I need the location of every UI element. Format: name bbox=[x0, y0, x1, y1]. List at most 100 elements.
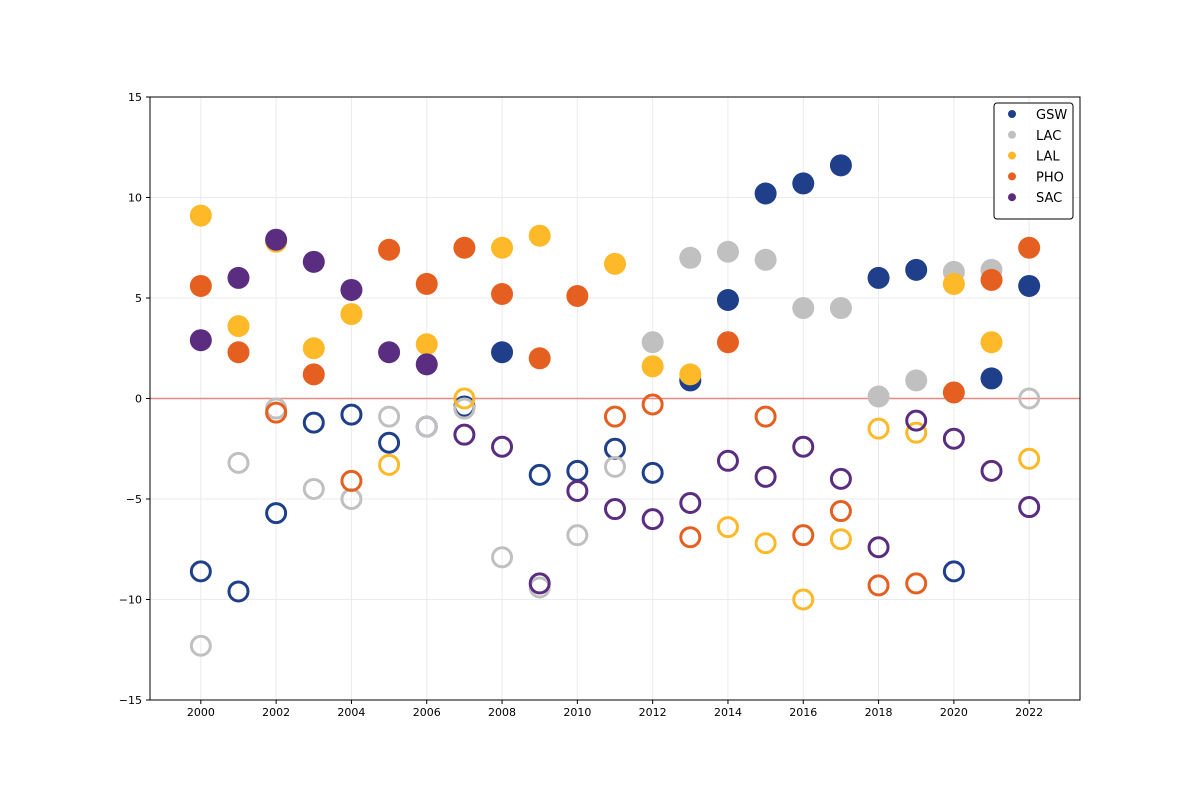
data-point-filled bbox=[453, 236, 476, 259]
y-axis: −15 −10 −5 0 5 10 15 bbox=[119, 91, 150, 707]
data-point-filled bbox=[716, 289, 739, 312]
data-point-hollow bbox=[754, 405, 777, 428]
data-point-filled bbox=[378, 238, 401, 261]
data-point-filled bbox=[302, 337, 325, 360]
data-point-filled bbox=[829, 154, 852, 177]
data-point-filled bbox=[829, 297, 852, 320]
data-point-hollow bbox=[453, 387, 476, 410]
data-point-hollow bbox=[679, 492, 702, 515]
data-point-hollow bbox=[867, 574, 890, 597]
data-point-hollow bbox=[942, 560, 965, 583]
data-point-hollow bbox=[340, 469, 363, 492]
legend-label: GSW bbox=[1036, 108, 1067, 123]
data-point-hollow bbox=[679, 526, 702, 549]
data-point-filled bbox=[189, 329, 212, 352]
data-point-filled bbox=[905, 369, 928, 392]
data-point-hollow bbox=[604, 498, 626, 521]
data-point-hollow bbox=[453, 397, 476, 420]
data-point-hollow bbox=[829, 528, 852, 551]
data-point-filled bbox=[716, 331, 739, 354]
data-point-hollow bbox=[566, 479, 589, 502]
data-point-hollow bbox=[716, 449, 739, 472]
data-point-hollow bbox=[265, 401, 288, 424]
data-point-filled bbox=[340, 278, 363, 301]
data-point-filled bbox=[679, 363, 702, 386]
legend-label: PHO bbox=[1036, 170, 1064, 185]
x-tick-label: 2014 bbox=[714, 706, 742, 719]
x-tick-label: 2020 bbox=[940, 706, 968, 719]
data-point-filled bbox=[905, 258, 928, 281]
x-tick-label: 2004 bbox=[337, 706, 365, 719]
data-point-filled bbox=[566, 284, 589, 307]
data-point-hollow bbox=[980, 459, 1003, 482]
x-tick-label: 2000 bbox=[187, 706, 215, 719]
data-point-hollow bbox=[792, 588, 815, 611]
data-point-filled bbox=[1018, 274, 1041, 297]
data-point-filled bbox=[189, 204, 212, 227]
x-tick-label: 2010 bbox=[563, 706, 591, 719]
data-point-hollow bbox=[716, 516, 739, 539]
data-point-hollow bbox=[905, 409, 928, 432]
data-point-hollow bbox=[1018, 496, 1041, 519]
data-point-filled bbox=[302, 363, 325, 386]
data-point-hollow bbox=[942, 427, 965, 450]
legend-label: LAC bbox=[1036, 129, 1061, 144]
data-point-filled bbox=[378, 341, 401, 364]
legend: GSW LAC LAL PHO SAC bbox=[993, 102, 1074, 220]
data-point-hollow bbox=[491, 546, 514, 569]
data-point-filled bbox=[942, 381, 965, 404]
data-point-filled bbox=[302, 250, 325, 273]
data-point-hollow bbox=[378, 405, 401, 428]
data-point-hollow bbox=[189, 560, 212, 583]
data-point-hollow bbox=[905, 572, 928, 595]
y-tick-label: 10 bbox=[128, 192, 142, 205]
data-point-hollow bbox=[754, 465, 777, 488]
data-point-filled bbox=[415, 353, 438, 376]
y-tick-label: −10 bbox=[119, 594, 142, 607]
data-point-filled bbox=[528, 347, 551, 370]
data-point-filled bbox=[867, 266, 890, 289]
data-point-hollow bbox=[227, 580, 250, 603]
data-point-filled bbox=[415, 333, 438, 356]
data-point-hollow bbox=[265, 502, 288, 525]
data-point-filled bbox=[227, 266, 250, 289]
data-point-filled bbox=[980, 268, 1003, 291]
data-point-hollow bbox=[829, 467, 852, 490]
data-point-filled bbox=[792, 172, 815, 195]
data-point-filled bbox=[265, 228, 288, 251]
data-point-hollow bbox=[867, 417, 890, 440]
data-point-hollow bbox=[641, 508, 664, 531]
data-point-filled bbox=[340, 303, 363, 326]
legend-label: LAL bbox=[1036, 150, 1060, 165]
data-point-filled bbox=[754, 248, 777, 271]
data-point-hollow bbox=[829, 500, 852, 523]
data-point-filled bbox=[604, 252, 626, 275]
data-point-filled bbox=[754, 182, 777, 205]
data-point-filled bbox=[415, 272, 438, 295]
data-point-hollow bbox=[302, 411, 325, 434]
legend-marker bbox=[1008, 110, 1016, 118]
data-point-hollow bbox=[415, 415, 438, 438]
data-point-filled bbox=[867, 385, 890, 408]
y-tick-label: 0 bbox=[135, 393, 142, 406]
data-point-hollow bbox=[1018, 447, 1041, 470]
data-point-hollow bbox=[754, 532, 777, 555]
data-point-hollow bbox=[641, 393, 664, 416]
x-tick-label: 2016 bbox=[789, 706, 817, 719]
data-point-hollow bbox=[453, 423, 476, 446]
x-tick-label: 2002 bbox=[262, 706, 290, 719]
data-point-filled bbox=[641, 355, 664, 378]
series-sac bbox=[189, 228, 1041, 595]
data-point-hollow bbox=[1018, 387, 1041, 410]
data-point-hollow bbox=[528, 463, 551, 486]
data-point-filled bbox=[1018, 236, 1041, 259]
data-point-filled bbox=[980, 367, 1003, 390]
legend-marker bbox=[1008, 193, 1016, 202]
data-point-filled bbox=[491, 282, 514, 305]
data-point-hollow bbox=[491, 435, 514, 458]
data-point-filled bbox=[528, 224, 551, 247]
legend-marker bbox=[1008, 151, 1016, 160]
data-point-hollow bbox=[905, 421, 928, 444]
data-point-hollow bbox=[792, 524, 815, 547]
y-tick-label: −15 bbox=[119, 694, 142, 707]
